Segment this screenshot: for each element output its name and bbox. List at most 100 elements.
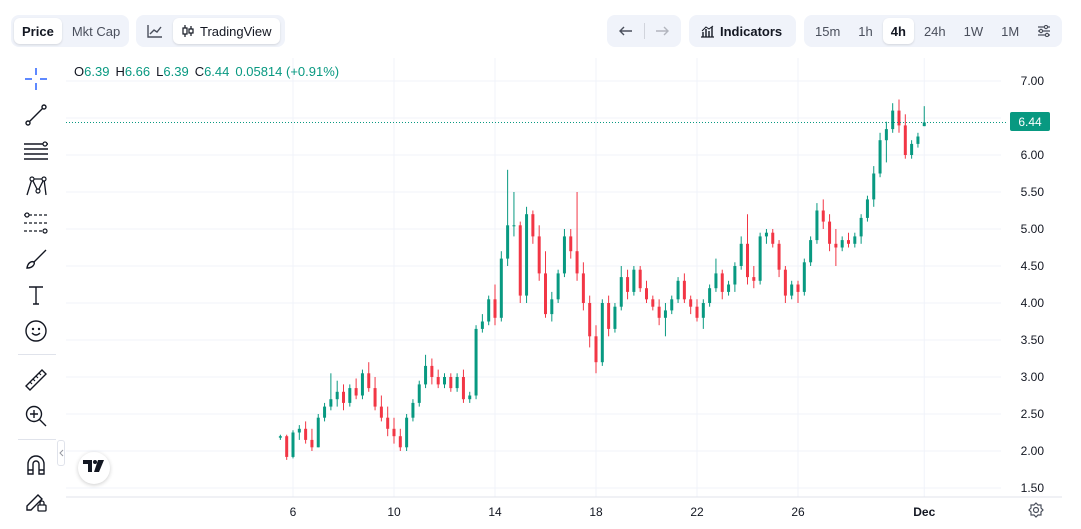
line-chart-button[interactable] bbox=[139, 18, 171, 44]
horizontal-lines-tool[interactable] bbox=[20, 135, 52, 167]
candle-body bbox=[297, 428, 301, 433]
candle bbox=[607, 295, 611, 337]
y-tick-label: 5.00 bbox=[1021, 222, 1045, 236]
candle bbox=[544, 251, 547, 318]
timeframe-4h[interactable]: 4h bbox=[882, 18, 914, 44]
candle bbox=[556, 269, 560, 303]
candle-body bbox=[430, 365, 434, 377]
candle bbox=[821, 199, 825, 229]
text-tool[interactable] bbox=[20, 279, 52, 311]
chart-settings-button[interactable] bbox=[1026, 501, 1046, 523]
timeframe-24h[interactable]: 24h bbox=[923, 23, 946, 39]
tab-mkt-cap[interactable]: Mkt Cap bbox=[71, 23, 121, 39]
magnet-tool[interactable] bbox=[20, 449, 52, 481]
candle-body bbox=[537, 236, 541, 274]
horizontal-lines-icon bbox=[23, 139, 49, 163]
candle-body bbox=[758, 236, 762, 281]
candle-body bbox=[626, 277, 630, 292]
tab-price[interactable]: Price bbox=[14, 18, 62, 44]
x-tick-label: Dec bbox=[913, 505, 935, 519]
trend-line-tool[interactable] bbox=[20, 99, 52, 131]
timeframe-1h[interactable]: 1h bbox=[858, 23, 873, 39]
candles bbox=[66, 99, 1008, 460]
candle-body bbox=[802, 262, 806, 292]
candle-body bbox=[550, 299, 554, 315]
forward-button[interactable] bbox=[646, 18, 678, 44]
brush-icon bbox=[24, 247, 48, 271]
candle bbox=[632, 266, 636, 296]
candle-body bbox=[777, 243, 781, 270]
candle bbox=[897, 99, 901, 133]
tradingview-logo[interactable] bbox=[78, 452, 110, 484]
candle bbox=[840, 236, 844, 252]
change-value: 0.05814 (+0.91%) bbox=[235, 64, 340, 79]
zoom-in-tool[interactable] bbox=[20, 400, 52, 432]
crosshair-tool[interactable] bbox=[20, 63, 52, 95]
timeframe-1m[interactable]: 1M bbox=[1001, 23, 1020, 39]
candle bbox=[493, 284, 497, 326]
low-value: 6.39 bbox=[163, 64, 189, 79]
candle-body bbox=[531, 214, 535, 237]
timeframe-15m[interactable]: 15m bbox=[815, 23, 841, 39]
candle-body bbox=[562, 236, 566, 274]
tradingview-button[interactable]: TradingView bbox=[173, 18, 280, 44]
candle-body bbox=[872, 173, 876, 200]
x-tick-label: 6 bbox=[290, 505, 297, 519]
candle bbox=[342, 384, 345, 411]
candle bbox=[916, 132, 920, 148]
candle-body bbox=[398, 436, 402, 448]
candle bbox=[600, 299, 604, 366]
settings-button[interactable] bbox=[1029, 18, 1059, 44]
fib-levels-tool[interactable] bbox=[20, 207, 52, 239]
candle bbox=[645, 280, 648, 303]
x-tick-label: 18 bbox=[589, 505, 603, 519]
candle-body bbox=[695, 306, 699, 318]
candle-body bbox=[575, 251, 579, 274]
candle-body bbox=[518, 225, 522, 296]
candle-body bbox=[619, 277, 623, 307]
crosshair-icon bbox=[24, 67, 48, 91]
candle bbox=[386, 406, 390, 437]
candle bbox=[562, 229, 566, 278]
candle bbox=[525, 206, 529, 303]
candle-body bbox=[922, 122, 926, 127]
open-label: O bbox=[74, 64, 85, 79]
brush-tool[interactable] bbox=[20, 243, 52, 275]
candle-body bbox=[840, 240, 844, 248]
candle-body bbox=[461, 377, 465, 400]
candle bbox=[695, 299, 699, 322]
high-value: 6.66 bbox=[124, 64, 151, 79]
indicators-button[interactable]: Indicators bbox=[692, 18, 790, 44]
pattern-tool[interactable] bbox=[20, 171, 52, 203]
candle bbox=[405, 414, 409, 451]
candle-body bbox=[859, 217, 863, 237]
candle-body bbox=[891, 110, 895, 130]
back-button[interactable] bbox=[610, 18, 642, 44]
candle bbox=[550, 291, 554, 322]
candle-body bbox=[916, 136, 920, 144]
arrow-right-icon bbox=[655, 26, 670, 36]
gear-icon bbox=[1028, 501, 1044, 523]
toolbar-collapse-handle[interactable] bbox=[57, 440, 65, 466]
y-tick-label: 6.00 bbox=[1021, 148, 1045, 162]
candle-body bbox=[790, 284, 794, 296]
candle-body bbox=[878, 140, 882, 174]
candle-body bbox=[544, 273, 547, 315]
ruler-icon bbox=[24, 368, 48, 392]
ruler-tool[interactable] bbox=[20, 364, 52, 396]
candle bbox=[771, 229, 775, 248]
candle-body bbox=[556, 273, 560, 300]
x-tick-label: 22 bbox=[690, 505, 704, 519]
sliders-icon bbox=[1037, 25, 1051, 37]
candle-body bbox=[613, 306, 617, 329]
toolbar-divider bbox=[18, 439, 56, 440]
candle bbox=[638, 266, 642, 292]
edit-lock-tool[interactable] bbox=[20, 485, 52, 517]
emoji-tool[interactable] bbox=[20, 315, 52, 347]
arrow-left-icon bbox=[618, 26, 633, 36]
candle-body bbox=[657, 306, 661, 318]
timeframe-1w[interactable]: 1W bbox=[963, 23, 984, 39]
y-tick-label: 4.50 bbox=[1021, 259, 1045, 273]
candle bbox=[291, 430, 295, 459]
